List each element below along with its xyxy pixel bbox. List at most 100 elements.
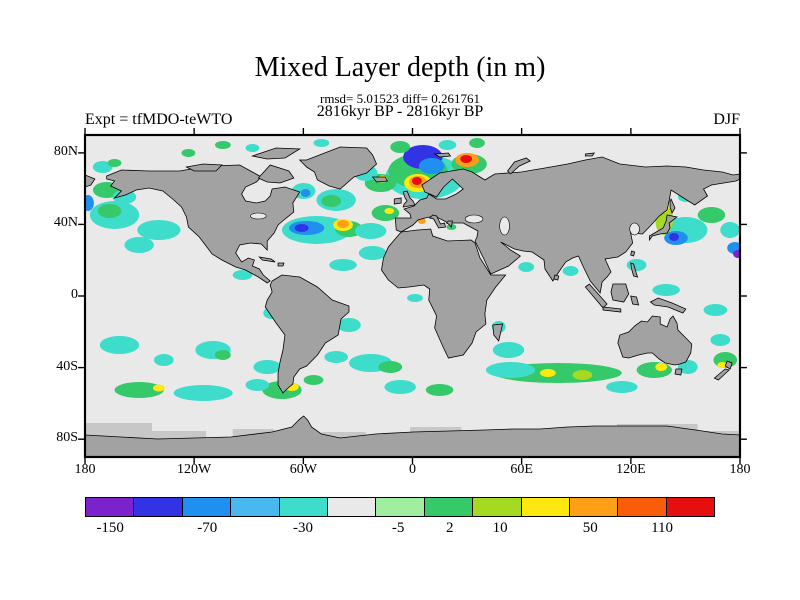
anomaly-patch <box>303 375 324 385</box>
lake <box>499 216 510 236</box>
anomaly-patch <box>469 138 485 148</box>
landmass <box>298 146 378 190</box>
landmass <box>433 152 452 158</box>
anomaly-patch <box>669 233 679 241</box>
world-map <box>78 128 747 464</box>
landmass <box>393 197 402 205</box>
anomaly-patch <box>245 144 260 152</box>
colorbar-label: -30 <box>292 520 313 536</box>
anomaly-patch <box>337 318 361 332</box>
landmass <box>648 214 678 242</box>
anomaly-patch <box>518 262 535 272</box>
lon-tick-label: 60E <box>510 462 533 477</box>
colorbar-segment <box>473 498 522 516</box>
lon-tick-label: 180 <box>74 462 96 477</box>
landmass <box>106 164 301 284</box>
anomaly-patch <box>606 381 638 393</box>
colorbar-label: 10 <box>492 520 508 536</box>
anomaly-patch <box>460 155 473 163</box>
colorbar-segment <box>327 498 377 516</box>
anomaly-patch <box>85 195 94 211</box>
colorbar <box>85 497 715 517</box>
anomaly-patch <box>294 224 309 232</box>
experiment-label: Expt = tfMDO-teWTO <box>85 111 233 128</box>
anomaly-patch <box>329 259 357 271</box>
anomaly-patch <box>321 195 342 207</box>
anomaly-patch <box>378 361 403 373</box>
anomaly-patch <box>232 270 253 280</box>
anomaly-patch <box>152 384 165 392</box>
colorbar-segment <box>231 498 280 516</box>
lat-tick-label: 80S <box>56 430 78 446</box>
landmass <box>258 256 276 263</box>
landmass <box>674 368 683 376</box>
anomaly-patch <box>438 140 457 150</box>
anomaly-patch <box>572 370 593 380</box>
anomaly-patch <box>485 362 536 378</box>
anomaly-patch <box>245 379 270 391</box>
anomaly-patch <box>107 159 122 167</box>
landmass <box>617 315 693 366</box>
anomaly-patch <box>697 207 726 223</box>
anomaly-patch <box>492 342 525 358</box>
anomaly-patch <box>390 141 411 153</box>
anomaly-patch <box>97 204 122 218</box>
landmass <box>584 152 596 157</box>
anomaly-patch <box>720 222 740 238</box>
anomaly-patch <box>313 139 330 147</box>
anomaly-patch <box>626 259 647 271</box>
anomaly-patch <box>418 158 445 174</box>
landmass <box>584 283 608 309</box>
sea-ice-step <box>321 432 366 439</box>
lat-tick-label: 0 <box>71 287 78 302</box>
colorbar-segment <box>182 498 232 516</box>
map-body <box>85 135 740 457</box>
anomaly-patch <box>324 351 348 363</box>
anomaly-patch <box>540 369 556 377</box>
anomaly-patch <box>337 220 349 228</box>
anomaly-patch <box>153 354 174 366</box>
anomaly-patch <box>677 360 698 374</box>
colorbar-segment <box>521 498 570 516</box>
landmass <box>724 360 733 370</box>
anomaly-patch <box>253 360 282 374</box>
anomaly-patch <box>562 266 579 276</box>
landmass <box>381 228 507 359</box>
colorbar-segment <box>376 498 425 516</box>
anomaly-patch <box>733 250 740 258</box>
colorbar-segment <box>618 498 667 516</box>
plot-title: Mixed Layer depth (in m) <box>254 52 546 83</box>
anomaly-patch <box>99 336 140 354</box>
landmass <box>185 163 223 172</box>
anomaly-patch <box>636 362 673 378</box>
colorbar-label: -70 <box>197 520 218 536</box>
lake <box>250 212 267 220</box>
season-label: DJF <box>713 111 740 128</box>
lon-tick-label: 0 <box>409 462 416 477</box>
anomaly-patch <box>124 237 154 253</box>
landmass <box>630 250 636 257</box>
landmass <box>402 190 416 208</box>
lon-tick-label: 180 <box>729 462 751 477</box>
anomaly-patch <box>703 304 728 316</box>
colorbar-segment <box>134 498 183 516</box>
anomaly-patch <box>717 362 728 368</box>
colorbar-label: 50 <box>582 520 598 536</box>
lon-tick-label: 120E <box>616 462 646 477</box>
landmass <box>492 323 504 342</box>
landmass <box>713 368 730 381</box>
landmass <box>610 283 630 303</box>
anomaly-patch <box>358 246 387 260</box>
colorbar-segment <box>279 498 328 516</box>
anomaly-patch <box>215 141 231 149</box>
anomaly-patch <box>384 208 395 214</box>
landmass <box>277 262 285 267</box>
lake <box>629 222 640 236</box>
landmass <box>553 274 560 281</box>
lon-tick-label: 120W <box>177 462 212 477</box>
landmass <box>394 156 740 294</box>
anomaly-patch <box>652 284 680 296</box>
lat-tick-label: 40S <box>56 358 78 374</box>
colorbar-label: 2 <box>446 520 454 536</box>
